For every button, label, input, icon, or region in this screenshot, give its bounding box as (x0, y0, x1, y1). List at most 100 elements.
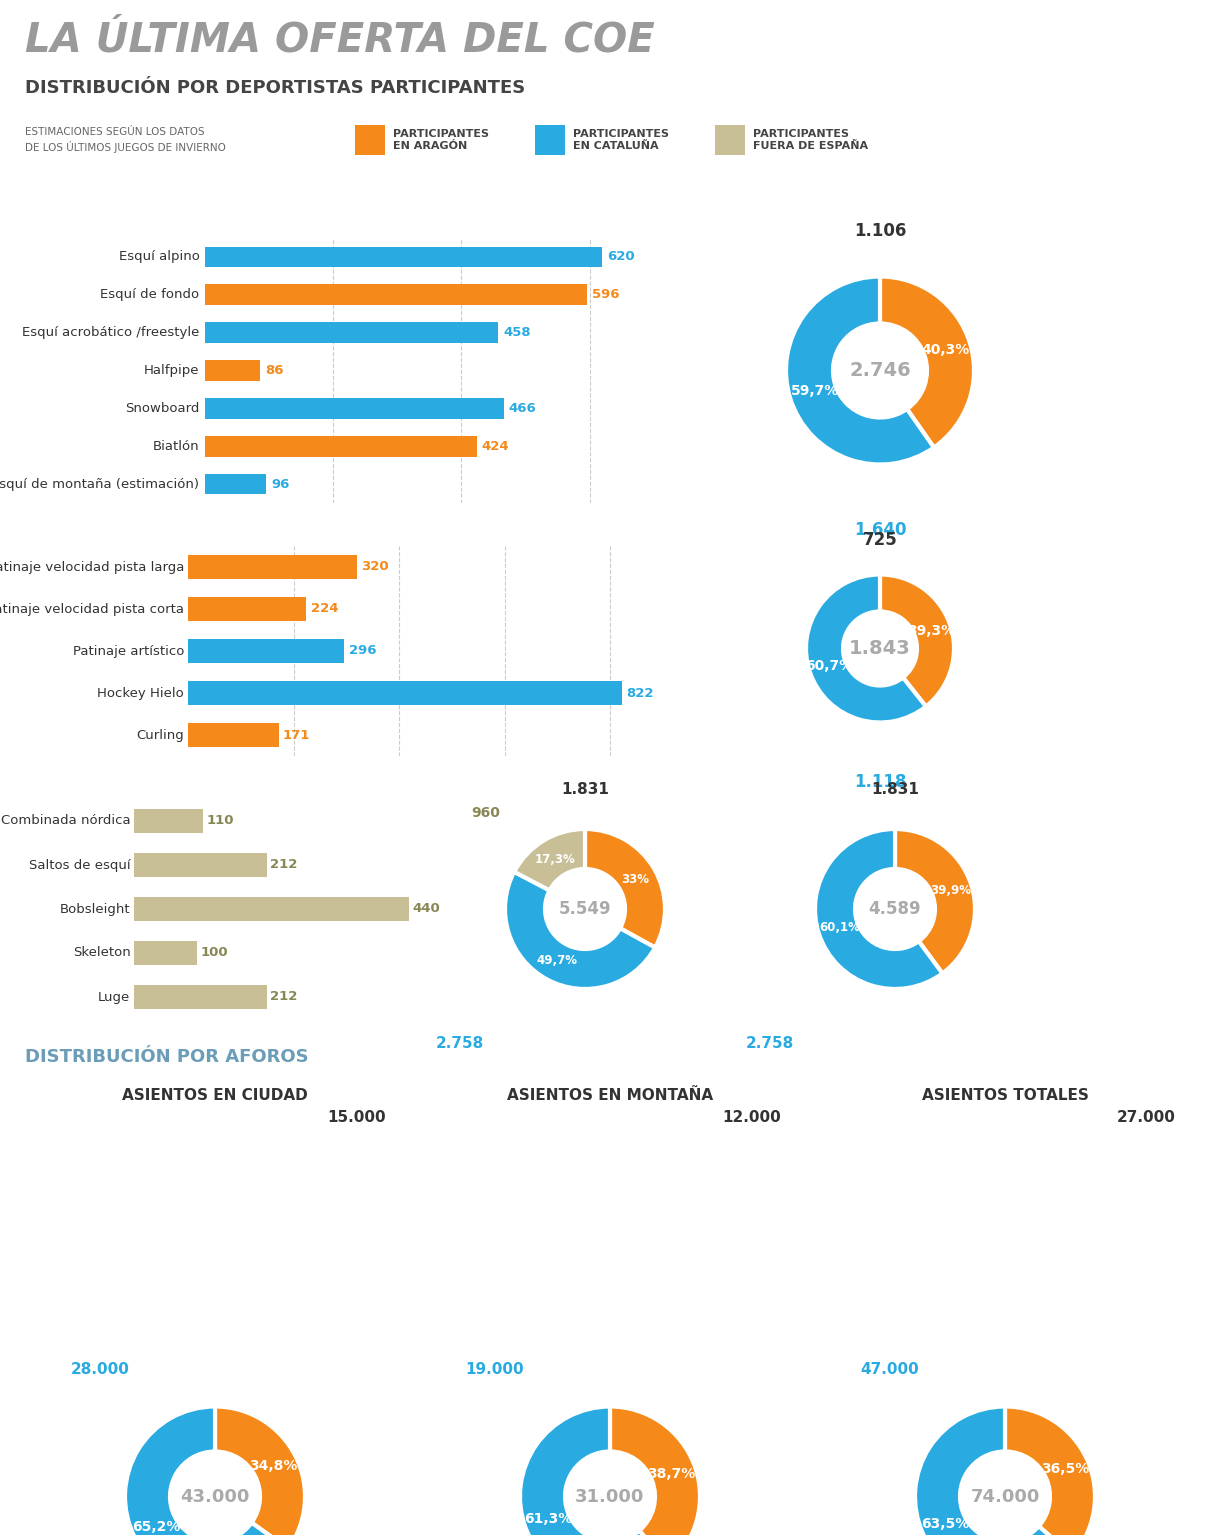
Bar (205, 322, 499, 342)
Text: 440: 440 (412, 903, 440, 915)
Wedge shape (806, 574, 926, 723)
Text: 212: 212 (271, 858, 298, 872)
Text: 36,5%: 36,5% (1041, 1463, 1089, 1477)
Bar (205, 436, 477, 456)
Wedge shape (895, 829, 975, 973)
Text: 49,7%: 49,7% (537, 953, 578, 967)
Bar (188, 597, 306, 620)
Text: 2.758: 2.758 (747, 1036, 794, 1051)
Text: Biatlón: Biatlón (152, 439, 200, 453)
Bar (205, 474, 266, 494)
Text: 12.000: 12.000 (722, 1110, 781, 1125)
Text: 60,1%: 60,1% (819, 921, 860, 933)
Text: 100: 100 (200, 947, 228, 959)
Text: 39,3%: 39,3% (906, 623, 955, 637)
Text: Snowboard: Snowboard (126, 402, 200, 414)
Wedge shape (215, 1406, 305, 1535)
Text: 19.000: 19.000 (466, 1362, 525, 1377)
Bar (715, 124, 745, 155)
Text: 31.000: 31.000 (576, 1487, 644, 1506)
Text: Combinada nórdica: Combinada nórdica (1, 815, 131, 827)
Text: EXTERNAS: EXTERNAS (187, 778, 277, 792)
Text: Esquí alpino: Esquí alpino (118, 250, 200, 264)
Text: 86: 86 (265, 364, 283, 378)
Text: TOTAL GENERAL: TOTAL GENERAL (614, 778, 753, 792)
Text: 725: 725 (863, 531, 898, 550)
Text: 38,7%: 38,7% (648, 1466, 695, 1481)
Text: 620: 620 (608, 250, 636, 264)
Text: SOLO ESPAÑA: SOLO ESPAÑA (959, 778, 1078, 792)
Text: PARTICIPANTES
FUERA DE ESPAÑA: PARTICIPANTES FUERA DE ESPAÑA (753, 129, 869, 152)
Text: Hockey Hielo: Hockey Hielo (98, 686, 184, 700)
Text: Halfpipe: Halfpipe (144, 364, 200, 378)
Text: 110: 110 (206, 815, 234, 827)
Wedge shape (880, 574, 954, 706)
Text: TOTAL MONTAÑA: TOTAL MONTAÑA (946, 216, 1092, 232)
Text: 17,3%: 17,3% (534, 852, 575, 866)
Text: 39,9%: 39,9% (930, 884, 971, 898)
Bar (134, 809, 203, 834)
Wedge shape (815, 829, 942, 989)
Wedge shape (514, 829, 586, 890)
Text: Bobsleight: Bobsleight (60, 903, 131, 915)
Text: 27.000: 27.000 (1118, 1110, 1176, 1125)
Bar (355, 124, 386, 155)
Text: 320: 320 (361, 560, 389, 574)
Text: ESTIMACIONES SEGÚN LOS DATOS
DE LOS ÚLTIMOS JUEGOS DE INVIERNO: ESTIMACIONES SEGÚN LOS DATOS DE LOS ÚLTI… (24, 127, 226, 154)
Wedge shape (880, 276, 974, 448)
Text: 596: 596 (592, 289, 620, 301)
Text: PARTICIPANTES
EN CATALUÑA: PARTICIPANTES EN CATALUÑA (573, 129, 669, 152)
Text: 28.000: 28.000 (71, 1362, 129, 1377)
Bar (134, 896, 409, 921)
Bar (205, 247, 603, 267)
Text: 40,3%: 40,3% (921, 342, 970, 356)
Text: Saltos de esquí: Saltos de esquí (29, 858, 131, 872)
Text: 458: 458 (504, 325, 531, 339)
Bar (205, 398, 504, 419)
Text: Esquí de montaña (estimación): Esquí de montaña (estimación) (0, 477, 200, 491)
Text: 960: 960 (472, 806, 500, 820)
Text: ASIENTOS TOTALES: ASIENTOS TOTALES (921, 1088, 1088, 1104)
Text: 1.843: 1.843 (849, 639, 911, 659)
Wedge shape (505, 872, 655, 989)
Text: 61,3%: 61,3% (525, 1512, 572, 1526)
Text: 60,7%: 60,7% (805, 659, 853, 674)
Text: 65,2%: 65,2% (133, 1520, 181, 1533)
Wedge shape (586, 829, 665, 947)
Text: PARTICIPANTES
EN ARAGÓN: PARTICIPANTES EN ARAGÓN (393, 129, 489, 152)
Text: ASIENTOS EN CIUDAD: ASIENTOS EN CIUDAD (122, 1088, 307, 1104)
Text: DISTRIBUCIÓN POR DEPORTISTAS PARTICIPANTES: DISTRIBUCIÓN POR DEPORTISTAS PARTICIPANT… (24, 78, 526, 97)
Text: 2.746: 2.746 (849, 361, 911, 381)
Text: ASIENTOS EN MONTAÑA: ASIENTOS EN MONTAÑA (508, 1088, 712, 1104)
Text: Skeleton: Skeleton (73, 947, 131, 959)
Text: TOTAL CIUDAD: TOTAL CIUDAD (956, 525, 1081, 539)
Text: 2.758: 2.758 (437, 1036, 484, 1051)
Text: 822: 822 (626, 686, 654, 700)
Bar (188, 682, 622, 705)
Text: Esquí de fondo: Esquí de fondo (100, 289, 200, 301)
Text: 96: 96 (271, 477, 289, 491)
Wedge shape (915, 1406, 1072, 1535)
Bar (134, 941, 196, 966)
Text: Curling: Curling (137, 729, 184, 741)
Text: Esquí acrobático /freestyle: Esquí acrobático /freestyle (22, 325, 200, 339)
Wedge shape (124, 1406, 288, 1535)
Bar (134, 985, 266, 1008)
Wedge shape (1005, 1406, 1096, 1535)
Bar (205, 284, 587, 305)
Text: CIUDAD: CIUDAD (431, 525, 497, 539)
Text: 1.831: 1.831 (561, 781, 609, 797)
Text: 1.106: 1.106 (854, 223, 906, 241)
Text: 33%: 33% (621, 873, 649, 886)
Text: Patinaje artístico: Patinaje artístico (73, 645, 184, 657)
Text: 466: 466 (509, 402, 537, 414)
Text: 4.589: 4.589 (869, 900, 921, 918)
Wedge shape (786, 276, 935, 465)
Wedge shape (610, 1406, 700, 1535)
Text: 15.000: 15.000 (327, 1110, 386, 1125)
Text: 1.831: 1.831 (871, 781, 919, 797)
Text: 43.000: 43.000 (181, 1487, 250, 1506)
Text: 63,5%: 63,5% (921, 1517, 969, 1530)
Text: Luge: Luge (99, 990, 131, 1004)
Text: 212: 212 (271, 990, 298, 1004)
